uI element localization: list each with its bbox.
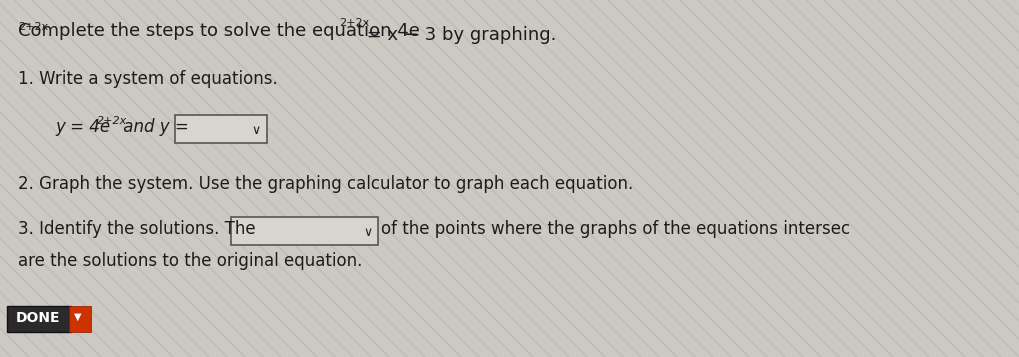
Text: and y =: and y = [118, 118, 189, 136]
Text: ∨: ∨ [252, 124, 261, 137]
FancyBboxPatch shape [231, 217, 378, 245]
FancyBboxPatch shape [175, 115, 267, 143]
Text: y = 4e: y = 4e [55, 118, 110, 136]
Text: = x − 3 by graphing.: = x − 3 by graphing. [361, 26, 556, 44]
Text: of the points where the graphs of the equations intersec: of the points where the graphs of the eq… [381, 220, 850, 238]
Text: 3. Identify the solutions. The: 3. Identify the solutions. The [18, 220, 256, 238]
Text: 2+2x: 2+2x [97, 116, 127, 126]
Text: 2. Graph the system. Use the graphing calculator to graph each equation.: 2. Graph the system. Use the graphing ca… [18, 175, 633, 193]
Text: DONE: DONE [16, 311, 60, 325]
FancyBboxPatch shape [7, 306, 71, 332]
Text: are the solutions to the original equation.: are the solutions to the original equati… [18, 252, 363, 270]
Text: 2+2x: 2+2x [339, 18, 370, 28]
Text: ∨: ∨ [363, 226, 372, 239]
Text: 1. Write a system of equations.: 1. Write a system of equations. [18, 70, 278, 88]
Text: ▼: ▼ [74, 312, 82, 322]
FancyBboxPatch shape [69, 306, 91, 332]
Text: Complete the steps to solve the equation 4e: Complete the steps to solve the equation… [18, 22, 420, 40]
Text: 2+2x: 2+2x [18, 22, 48, 32]
